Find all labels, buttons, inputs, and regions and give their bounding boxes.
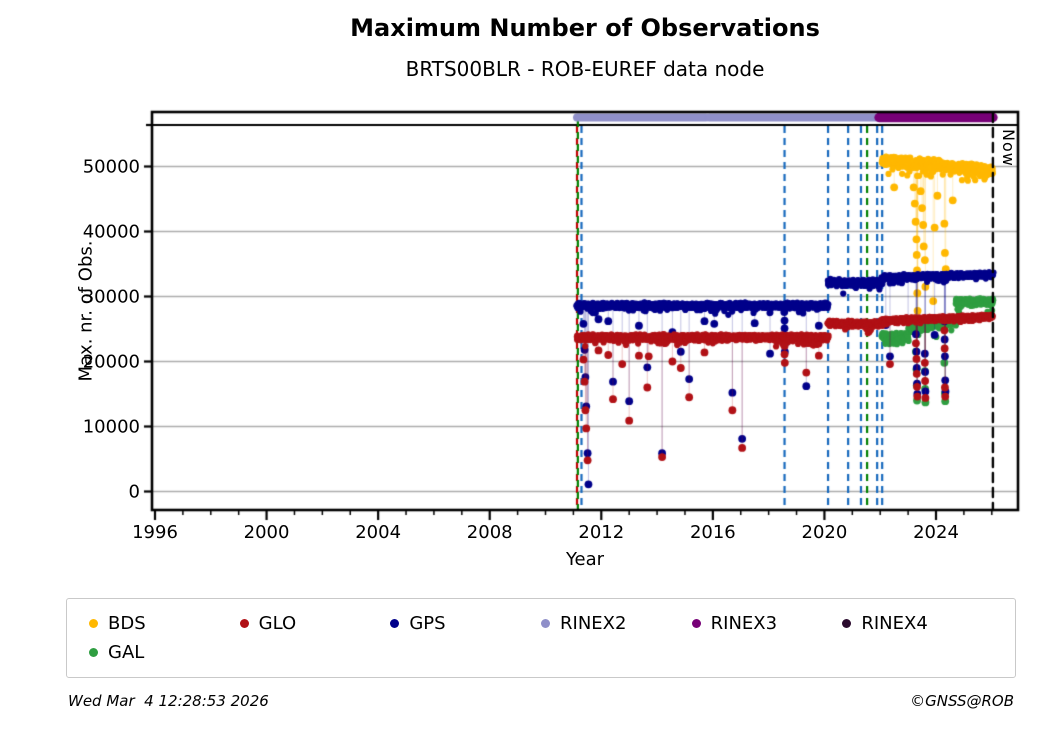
y-tick-40000: 40000	[82, 221, 140, 242]
x-tick-2024: 2024	[913, 522, 959, 543]
y-tick-0: 0	[128, 481, 140, 502]
legend-item-rinex4: RINEX4	[842, 613, 993, 634]
x-axis-label: Year	[565, 549, 605, 570]
rinex2-marker-icon	[541, 619, 550, 628]
legend-label: GPS	[409, 613, 446, 634]
gal-marker-icon	[89, 648, 98, 657]
legend-item-glo: GLO	[239, 613, 391, 634]
legend-item-bds: BDS	[89, 613, 240, 634]
legend-label: GAL	[108, 642, 145, 663]
y-tick-10000: 10000	[82, 416, 140, 437]
x-tick-2008: 2008	[466, 522, 513, 543]
x-tick-2016: 2016	[689, 522, 736, 543]
rinex4-marker-icon	[842, 619, 852, 628]
y-tick-30000: 30000	[82, 286, 140, 307]
x-tick-2012: 2012	[578, 522, 625, 543]
legend-item-rinex3: RINEX3	[691, 613, 843, 634]
legend-item-gps: GPS	[390, 613, 541, 634]
y-tick-50000: 50000	[82, 156, 140, 177]
legend-label: RINEX2	[560, 613, 627, 634]
bds-marker-icon	[89, 619, 98, 628]
y-tick-20000: 20000	[82, 351, 140, 372]
chart-title: Maximum Number of Observations	[350, 14, 820, 42]
legend-item-gal: GAL	[89, 642, 240, 663]
x-tick-2004: 2004	[355, 522, 402, 543]
x-tick-1996: 1996	[132, 522, 178, 543]
legend-label: RINEX3	[710, 613, 778, 634]
chart-subtitle: BRTS00BLR - ROB-EUREF data node	[405, 57, 765, 81]
legend-item-rinex2: RINEX2	[541, 613, 692, 634]
legend-label: RINEX4	[861, 613, 928, 634]
x-tick-2000: 2000	[243, 522, 290, 543]
gps-marker-icon	[390, 619, 400, 628]
copyright: ©GNSS@ROB	[910, 692, 1014, 710]
glo-marker-icon	[239, 619, 249, 628]
now-label: Now	[998, 129, 1018, 167]
legend-label: BDS	[108, 613, 146, 634]
timestamp: Wed Mar 4 12:28:53 2026	[68, 692, 269, 710]
x-tick-2020: 2020	[801, 522, 848, 543]
rinex3-marker-icon	[691, 619, 701, 628]
legend: BDS GLO GPS RINEX2 RINEX3 RINEX4 GAL	[66, 598, 1016, 678]
legend-label: GLO	[258, 613, 297, 634]
